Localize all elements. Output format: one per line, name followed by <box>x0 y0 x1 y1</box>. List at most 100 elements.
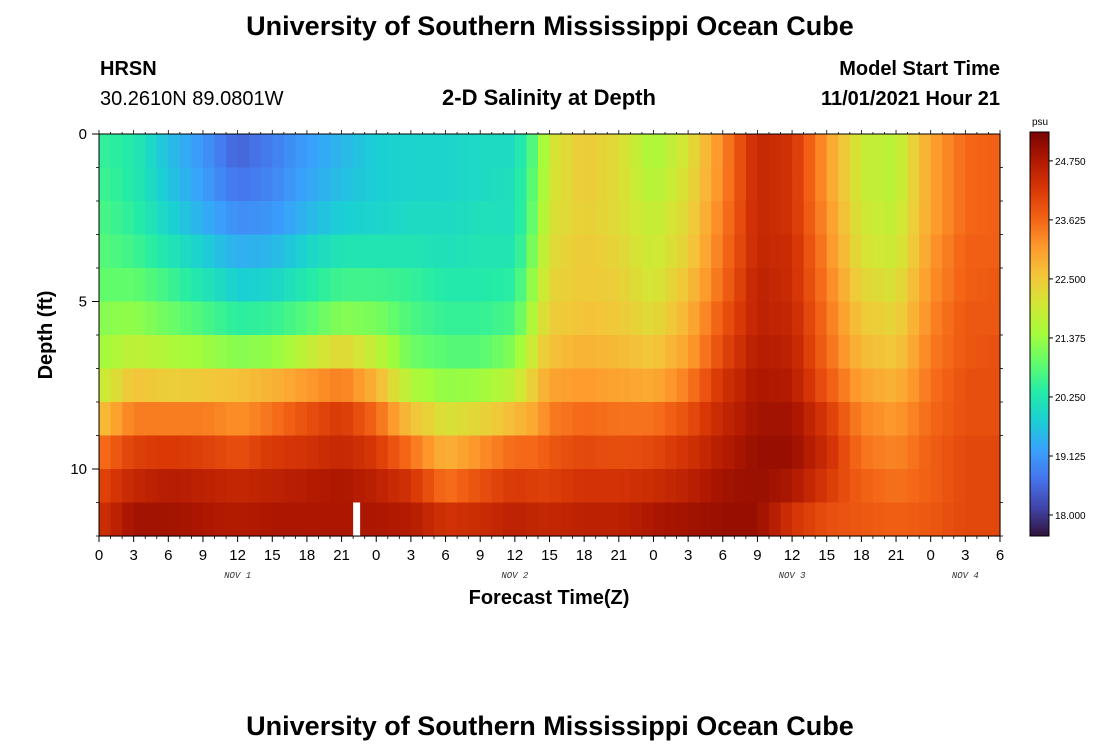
heatmap-cell <box>595 167 608 202</box>
heatmap-cell <box>399 368 412 403</box>
heatmap-cell <box>468 201 481 236</box>
heatmap-cell <box>872 234 886 269</box>
heatmap-cell <box>491 335 504 370</box>
heatmap-cell <box>468 335 481 370</box>
heatmap-cell <box>260 469 273 504</box>
heatmap-cell <box>526 469 539 504</box>
date-label: NOV 2 <box>501 571 529 581</box>
heatmap-cell <box>676 502 689 537</box>
heatmap-cell <box>826 234 839 269</box>
heatmap-cell <box>665 201 678 236</box>
heatmap-cell <box>607 234 620 269</box>
heatmap-cell <box>838 402 851 437</box>
heatmap-cell <box>503 167 516 202</box>
heatmap-cell <box>584 368 597 403</box>
x-tick-label: 0 <box>927 547 935 564</box>
page-title: University of Southern Mississippi Ocean… <box>246 11 854 41</box>
heatmap-cell <box>410 134 424 169</box>
heatmap-cell <box>387 268 400 303</box>
heatmap-cell <box>364 469 377 504</box>
heatmap-cell <box>364 167 377 202</box>
heatmap-cell <box>526 234 539 269</box>
heatmap-cell <box>665 368 678 403</box>
heatmap-cell <box>734 502 747 537</box>
heatmap-cell <box>988 234 1001 269</box>
heatmap-cell <box>168 301 181 336</box>
colorbar-tick-label: 22.500 <box>1055 275 1086 286</box>
heatmap-cell <box>503 134 516 169</box>
heatmap-cell <box>237 335 250 370</box>
heatmap-cell <box>376 234 389 269</box>
heatmap-cell <box>734 167 747 202</box>
heatmap-cell <box>688 234 701 269</box>
heatmap-cell <box>445 469 458 504</box>
heatmap-cell <box>872 502 886 537</box>
heatmap-cell <box>919 368 932 403</box>
heatmap-cell <box>722 134 735 169</box>
heatmap-cell <box>306 402 320 437</box>
heatmap-cell <box>341 402 354 437</box>
heatmap-cell <box>561 167 574 202</box>
heatmap-cell <box>757 368 770 403</box>
heatmap-cell <box>491 167 504 202</box>
heatmap-cell <box>953 234 966 269</box>
heatmap-cell <box>526 301 539 336</box>
heatmap-cell <box>745 134 759 169</box>
heatmap-cell <box>607 502 620 537</box>
heatmap-cell <box>919 402 932 437</box>
heatmap-cell <box>734 402 747 437</box>
heatmap-cell <box>988 469 1001 504</box>
heatmap-cell <box>792 502 805 537</box>
heatmap-cell <box>179 201 193 236</box>
heatmap-cell <box>179 134 193 169</box>
heatmap-cell <box>306 167 320 202</box>
heatmap-cell <box>410 402 424 437</box>
heatmap-cell <box>768 134 782 169</box>
x-tick-label: 9 <box>199 547 207 564</box>
heatmap-cell <box>133 502 146 537</box>
heatmap-cell <box>226 268 239 303</box>
heatmap-cell <box>110 201 123 236</box>
heatmap-cell <box>272 502 285 537</box>
heatmap-cell <box>202 201 216 236</box>
heatmap-cell <box>561 268 574 303</box>
heatmap-cell <box>734 234 747 269</box>
heatmap-cell <box>630 469 643 504</box>
heatmap-cell <box>341 134 354 169</box>
heatmap-cell <box>537 268 551 303</box>
heatmap-cell <box>480 335 493 370</box>
x-tick-label: 15 <box>264 547 281 564</box>
heatmap-cell <box>168 469 181 504</box>
heatmap-cell <box>780 301 793 336</box>
heatmap-cell <box>422 134 435 169</box>
heatmap-cell <box>122 469 135 504</box>
heatmap-cell <box>260 368 273 403</box>
heatmap-cell <box>318 268 331 303</box>
heatmap-cell <box>422 402 435 437</box>
heatmap-cell <box>780 502 793 537</box>
heatmap-cell <box>780 469 793 504</box>
heatmap-cell <box>145 502 158 537</box>
heatmap-cell <box>849 301 862 336</box>
heatmap-cell <box>191 502 204 537</box>
heatmap-cell <box>618 402 631 437</box>
heatmap-cell <box>214 335 227 370</box>
heatmap-cell <box>537 335 551 370</box>
heatmap-cell <box>272 368 285 403</box>
heatmap-cell <box>768 167 782 202</box>
heatmap-cell <box>110 368 123 403</box>
heatmap-cell <box>699 134 712 169</box>
heatmap-cell <box>884 335 897 370</box>
heatmap-cell <box>711 134 724 169</box>
heatmap-cell <box>283 134 296 169</box>
heatmap-cell <box>872 335 886 370</box>
heatmap-cell <box>191 201 204 236</box>
heatmap-cell <box>884 201 897 236</box>
heatmap-cell <box>480 502 493 537</box>
heatmap-cell <box>884 301 897 336</box>
heatmap-cell <box>861 335 874 370</box>
heatmap-cell <box>433 167 447 202</box>
plot-title: 2-D Salinity at Depth <box>442 85 656 110</box>
heatmap-cell <box>595 368 608 403</box>
heatmap-cell <box>838 134 851 169</box>
